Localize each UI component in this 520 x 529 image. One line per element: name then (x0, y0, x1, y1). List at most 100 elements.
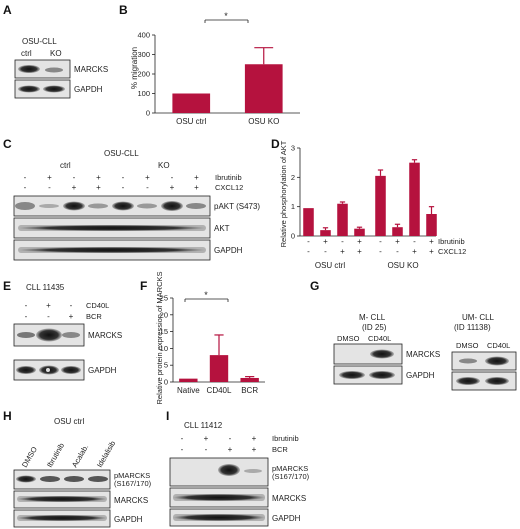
panel-i-sign-rows: - + - + - - + + (181, 434, 257, 454)
treatment-sign: + (429, 247, 434, 256)
treatment-sign: + (395, 237, 400, 246)
x-tick-label: Native (177, 386, 200, 395)
blot-a-marcks (14, 59, 71, 79)
panel-g-right-title: UM- CLL (462, 313, 495, 322)
chart-f: 0 5 10 15 20 25 Native CD40L BCR (160, 294, 265, 395)
panel-c-group-ctrl: ctrl (60, 161, 71, 170)
x-tick-label: CD40L (207, 386, 232, 395)
panel-c-treat-cxcl12: CXCL12 (215, 183, 243, 192)
band (17, 332, 35, 338)
blot-g-marcks (333, 343, 403, 365)
treatment-sign: - (73, 173, 76, 182)
y-tick-label: 3 (291, 144, 295, 153)
band (88, 476, 108, 482)
band-label-gapdh: GAPDH (272, 514, 301, 523)
chart-d-group-ctrl: OSU ctrl (315, 261, 345, 270)
chart-d-ylabel: Relative phosphorylation of AKT (279, 140, 288, 247)
panel-a: A OSU-CLL ctrl KO MARCKS GAPDH (3, 3, 108, 99)
panel-b-letter: B (119, 3, 128, 17)
bar (375, 175, 386, 236)
bar (392, 227, 403, 236)
treatment-sign: + (204, 434, 209, 443)
band (88, 203, 108, 209)
treatment-sign: - (146, 183, 149, 192)
band-label-pakt: pAKT (S473) (214, 202, 260, 211)
panel-c-group-ko: KO (158, 161, 170, 170)
band-label-gapdh: GAPDH (114, 515, 143, 524)
panel-c-cell-line: OSU-CLL (104, 149, 139, 158)
x-tick-label: BCR (241, 386, 258, 395)
y-tick-label: 5 (164, 361, 168, 370)
panel-h-cell-line: OSU ctrl (54, 417, 84, 426)
treatment-sign: - (171, 173, 174, 182)
treatment-sign: + (145, 173, 150, 182)
treatment-sign: + (357, 237, 362, 246)
band (244, 469, 262, 473)
band-label-pmarcks: pMARCKS (114, 471, 150, 480)
panel-g-right-id: (ID 11138) (454, 323, 491, 332)
treatment-sign: + (194, 173, 199, 182)
band (369, 371, 395, 379)
treatment-sign: - (324, 247, 327, 256)
band (36, 328, 62, 342)
panel-g-right-lane-cd40l: CD40L (487, 341, 510, 350)
panel-a-letter: A (3, 3, 12, 17)
treatment-sign: + (69, 312, 74, 321)
band (218, 464, 240, 476)
treatment-sign: + (323, 237, 328, 246)
treatment-sign: + (357, 247, 362, 256)
panel-g-left-lane-cd40l: CD40L (368, 334, 391, 343)
panel-h: H OSU ctrl DMSO Ibrutinib Acalab. Idelal… (3, 409, 152, 528)
band (61, 366, 81, 374)
band (459, 358, 477, 364)
band-label-akt: AKT (214, 224, 230, 233)
bar (354, 228, 365, 236)
sig-star: * (224, 11, 228, 21)
treatment-sign: + (170, 183, 175, 192)
treatment-sign: + (228, 445, 233, 454)
band (45, 67, 63, 73)
treatment-sign: - (181, 445, 184, 454)
y-tick-label: 400 (137, 31, 150, 40)
treatment-sign: - (48, 183, 51, 192)
chart-d-group-ko: OSU KO (387, 261, 418, 270)
bar (409, 162, 420, 236)
panel-c-treat-ibrutinib: Ibrutinib (215, 173, 242, 182)
panel-h-lane-dmso: DMSO (20, 445, 39, 469)
x-tick-label: OSU KO (248, 117, 279, 126)
band (64, 476, 84, 482)
treatment-sign: + (252, 434, 257, 443)
chart-d-treat-cxcl12: CXCL12 (438, 247, 466, 256)
band (17, 515, 107, 521)
panel-e-letter: E (3, 279, 11, 293)
panel-g-left-id: (ID 25) (362, 323, 387, 332)
panel-h-lane-ibrutinib: Ibrutinib (45, 441, 66, 469)
bar (209, 355, 229, 382)
y-tick-label: 2 (291, 173, 295, 182)
bar (172, 93, 211, 113)
y-tick-label: 0 (164, 378, 168, 387)
treatment-sign: - (122, 173, 125, 182)
panel-i-treat-ibrutinib: Ibrutinib (272, 434, 299, 443)
treatment-sign: + (412, 247, 417, 256)
band (63, 201, 85, 211)
band-label-marcks: MARCKS (88, 331, 122, 340)
panel-e: E CLL 11435 - + - - - + CD40L BCR MARCKS GAPD… (3, 279, 122, 381)
band (485, 377, 509, 385)
treatment-sign: - (24, 173, 27, 182)
panel-e-treat-cd40l: CD40L (86, 301, 109, 310)
y-tick-label: 20 (160, 310, 168, 319)
band (17, 496, 107, 502)
panel-a-cell-line: OSU-CLL (22, 37, 57, 46)
bar (240, 377, 259, 382)
treatment-sign: + (96, 183, 101, 192)
treatment-sign: - (307, 237, 310, 246)
bar (244, 64, 283, 113)
band (39, 204, 59, 208)
chart-b-ylabel: % migration (130, 47, 139, 89)
panel-h-letter: H (3, 409, 12, 423)
treatment-sign: - (379, 247, 382, 256)
blot-g-gapdh (333, 365, 403, 385)
chart-f-ylabel: Relative protein expression of MARCKS (155, 272, 164, 405)
